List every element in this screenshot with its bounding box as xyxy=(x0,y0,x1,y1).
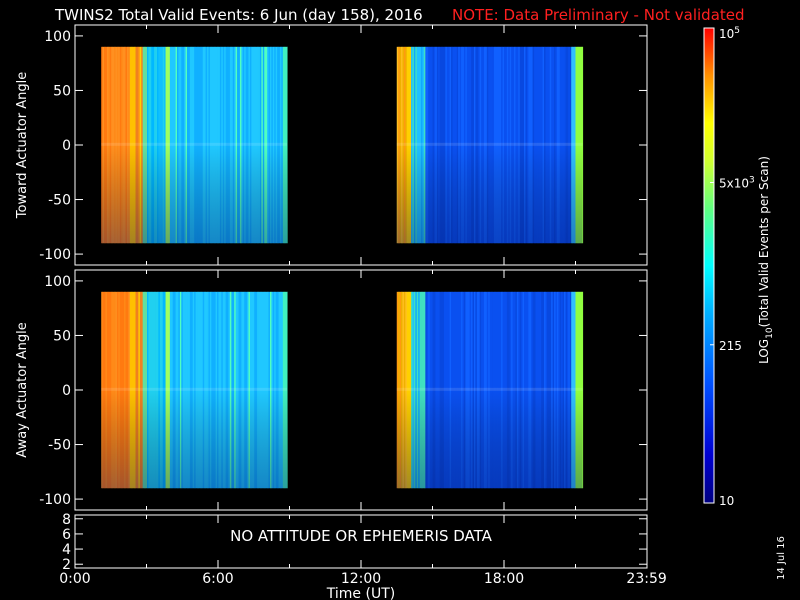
y-axis-label: Away Actuator Angle xyxy=(15,322,30,457)
x-axis-label: Time (UT) xyxy=(326,586,395,600)
ytick-label: 6 xyxy=(62,527,71,543)
colorbar-label: LOG10(Total Valid Events per Scan) xyxy=(757,156,775,364)
data-preliminary-note: NOTE: Data Preliminary - Not validated xyxy=(452,6,745,24)
ytick-label: 100 xyxy=(44,274,71,290)
xtick-label: 6:00 xyxy=(202,571,233,587)
heatmap-shading xyxy=(396,291,583,489)
ytick-label: 0 xyxy=(62,138,71,154)
ytick-label: 50 xyxy=(53,328,71,344)
xtick-label: 12:00 xyxy=(341,571,381,587)
ytick-label: -50 xyxy=(48,438,71,454)
ytick-label: 8 xyxy=(62,512,71,528)
y-axis-label: Toward Actuator Angle xyxy=(15,72,30,219)
colorbar-tick-label: 105 xyxy=(719,26,740,41)
ytick-label: 50 xyxy=(53,83,71,99)
ytick-label: -50 xyxy=(48,193,71,209)
chart-title: TWINS2 Total Valid Events: 6 Jun (day 15… xyxy=(55,6,423,24)
ytick-label: 2 xyxy=(62,557,71,573)
colorbar-tick-label: 10 xyxy=(719,494,734,508)
colorbar-frame xyxy=(703,27,715,504)
heatmap-shading xyxy=(396,46,583,244)
heatmap-zero-band xyxy=(396,142,583,146)
ytick-label: 0 xyxy=(62,383,71,399)
xtick-label: 18:00 xyxy=(484,571,524,587)
heatmap-zero-band xyxy=(101,142,288,146)
heatmap-shading xyxy=(101,46,288,244)
ytick-label: -100 xyxy=(39,492,71,508)
heatmap-zero-band xyxy=(396,387,583,391)
no-data-message: NO ATTITUDE OR EPHEMERIS DATA xyxy=(230,527,493,545)
colorbar-tick-label: 215 xyxy=(719,339,742,353)
heatmap-shading xyxy=(101,291,288,489)
colorbar-gradient xyxy=(704,28,714,503)
ytick-label: -100 xyxy=(39,247,71,263)
colorbar-tick-label: 5x103 xyxy=(719,175,755,190)
xtick-label: 0:00 xyxy=(59,571,90,587)
heatmap-zero-band xyxy=(101,387,288,391)
xtick-label: 23:59 xyxy=(626,571,666,587)
ytick-label: 100 xyxy=(44,29,71,45)
ytick-label: 4 xyxy=(62,542,71,558)
